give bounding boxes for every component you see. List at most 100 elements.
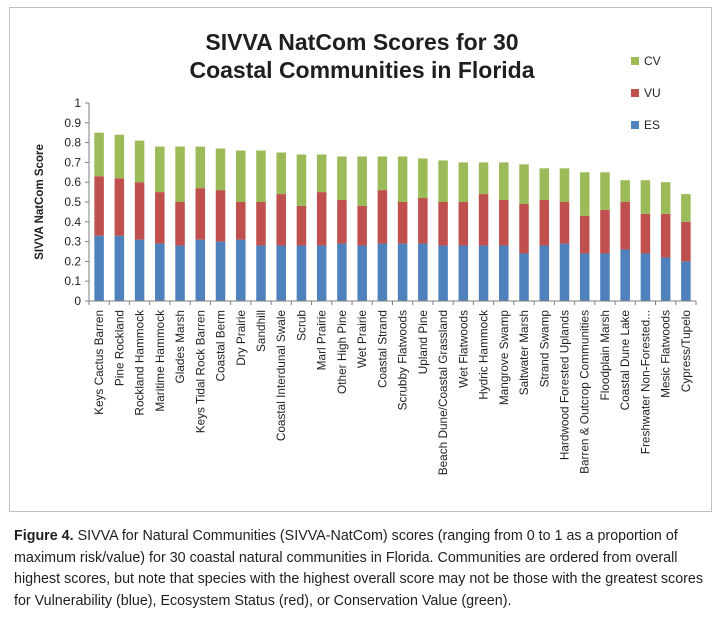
- bar-segment-cv: [458, 162, 469, 202]
- y-tick-label: 0.5: [64, 195, 81, 209]
- bar-segment-vu: [276, 194, 286, 246]
- x-tick-label: Pine Rockland: [112, 310, 126, 386]
- bar-segment-vu: [114, 178, 125, 236]
- bar-segment-vu: [377, 190, 388, 244]
- x-tick-label: Coastal Dune Lake: [618, 310, 632, 411]
- x-tick-label: Beach Dune/Coastal Grassland: [436, 310, 450, 475]
- bar-segment-es: [579, 253, 590, 301]
- bar-segment-es: [215, 241, 226, 301]
- y-tick-label: 0.8: [64, 136, 81, 150]
- x-tick-label: Upland Pine: [416, 310, 430, 375]
- x-tick-label: Sandhill: [254, 310, 268, 352]
- bar-segment-es: [155, 243, 165, 301]
- bar-segment-es: [337, 243, 347, 301]
- chart-title: SIVVA NatCom Scores for 30 Coastal Commun…: [189, 29, 534, 83]
- y-tick-label: 0.3: [64, 235, 81, 249]
- x-tick-label: Mesic Flatwoods: [659, 310, 673, 398]
- legend-swatch-cv: [631, 57, 639, 65]
- y-axis-title: SIVVA NatCom Score: [34, 144, 46, 260]
- bar-segment-cv: [296, 154, 307, 206]
- bar-segment-vu: [316, 192, 327, 246]
- bar-segment-cv: [377, 156, 388, 191]
- y-tick-label: 0.9: [64, 116, 81, 130]
- bar-segment-es: [357, 245, 367, 301]
- legend-label-cv: CV: [644, 54, 661, 68]
- y-tick-label: 0.4: [64, 215, 81, 229]
- bar-segment-vu: [195, 188, 206, 240]
- bar-segment-es: [94, 235, 104, 301]
- x-tick-label: Hardwood Forested Uplands: [557, 310, 571, 460]
- bar-segment-cv: [316, 154, 327, 193]
- stacked-bar-chart: SIVVA NatCom Scores for 30 Coastal Commun…: [34, 29, 697, 475]
- bar-segment-cv: [94, 132, 104, 177]
- bar-segment-es: [175, 245, 185, 301]
- bar-segment-vu: [539, 200, 550, 246]
- bar-segment-es: [499, 245, 509, 301]
- chart-title-group: SIVVA NatCom Scores for 30 Coastal Commun…: [189, 29, 534, 83]
- bar-segment-vu: [215, 190, 226, 242]
- x-tick-label: Coastal Interdunal Swale: [274, 310, 288, 442]
- bar-segment-vu: [640, 213, 651, 254]
- y-axis: 0 0.1 0.2 0.3 0.4 0.5 0.6 0.7 0.8 0.9 1 SIVVA NatCo…: [34, 96, 90, 308]
- x-tick-label: Saltwater Marsh: [517, 310, 531, 395]
- x-tick-label: Keys Tidal Rock Barren: [193, 310, 207, 433]
- bar-segment-es: [458, 245, 469, 301]
- chart-frame: SIVVA NatCom Scores for 30 Coastal Commun…: [9, 7, 712, 512]
- bar-segment-es: [438, 245, 448, 301]
- bar-segment-vu: [478, 194, 489, 246]
- bar-segment-vu: [337, 200, 347, 244]
- bar-segment-es: [114, 235, 125, 301]
- bar-segment-cv: [155, 146, 165, 193]
- y-tick-label: 0.1: [64, 274, 81, 288]
- bar-segment-cv: [256, 150, 266, 202]
- x-tick-label: Other High Pine: [335, 310, 349, 394]
- bar-segment-cv: [236, 150, 246, 202]
- y-tick-label: 0.2: [64, 254, 81, 268]
- bar-segment-vu: [175, 202, 185, 246]
- bar-segment-cv: [600, 172, 610, 210]
- x-tick-label: Coastal Berm: [214, 310, 228, 382]
- y-tick-label: 0.7: [64, 155, 81, 169]
- bar-segment-cv: [337, 156, 347, 201]
- x-tick-label: Floodplain Marsh: [598, 310, 612, 401]
- bar-segment-cv: [215, 148, 226, 191]
- bar-segment-es: [236, 239, 246, 301]
- bar-segment-vu: [579, 215, 590, 254]
- bar-segment-vu: [519, 203, 529, 254]
- x-tick-label: Mangrove Swamp: [497, 310, 511, 406]
- bar-segment-cv: [438, 160, 448, 202]
- x-tick-label: Barren & Outcrop Communities: [578, 310, 592, 474]
- bar-segment-cv: [559, 168, 570, 202]
- bar-segment-cv: [114, 134, 125, 179]
- bar-segment-es: [276, 245, 286, 301]
- bar-segment-es: [620, 249, 630, 301]
- x-tick-label: Marl Prairie: [315, 310, 329, 371]
- bar-segment-cv: [640, 180, 651, 214]
- bar-segment-es: [640, 253, 651, 301]
- bar-segment-cv: [276, 152, 286, 195]
- bar-segment-es: [539, 245, 550, 301]
- bar-segment-cv: [579, 172, 590, 216]
- legend: CV VU ES: [631, 54, 661, 132]
- caption-text: SIVVA for Natural Communities (SIVVA-Nat…: [14, 528, 704, 609]
- chart-title-line-2: Coastal Communities in Florida: [189, 57, 534, 83]
- bar-segment-vu: [418, 198, 428, 244]
- chart-title-line-1: SIVVA NatCom Scores for 30: [205, 29, 518, 55]
- bar-segment-vu: [256, 202, 266, 246]
- bar-segment-cv: [175, 146, 185, 202]
- x-tick-label: Freshwater Non-Forested...: [638, 310, 652, 454]
- bar-segment-vu: [357, 205, 367, 246]
- legend-swatch-es: [631, 121, 639, 129]
- bar-segment-cv: [397, 156, 408, 202]
- bar-segment-vu: [397, 202, 408, 244]
- x-tick-label: Dry Prairie: [234, 310, 248, 366]
- bar-segment-vu: [94, 176, 104, 236]
- x-tick-label: Wet Prairie: [355, 310, 369, 369]
- x-tick-label: Hydric Hammock: [477, 310, 491, 400]
- x-tick-label: Keys Cactus Barren: [92, 310, 106, 415]
- x-tick-label: Maritime Hammock: [153, 310, 167, 412]
- bar-segment-es: [316, 245, 327, 301]
- bar-segment-cv: [660, 182, 671, 214]
- bar-segment-es: [134, 239, 145, 301]
- x-tick-label: Strand Swamp: [537, 310, 551, 388]
